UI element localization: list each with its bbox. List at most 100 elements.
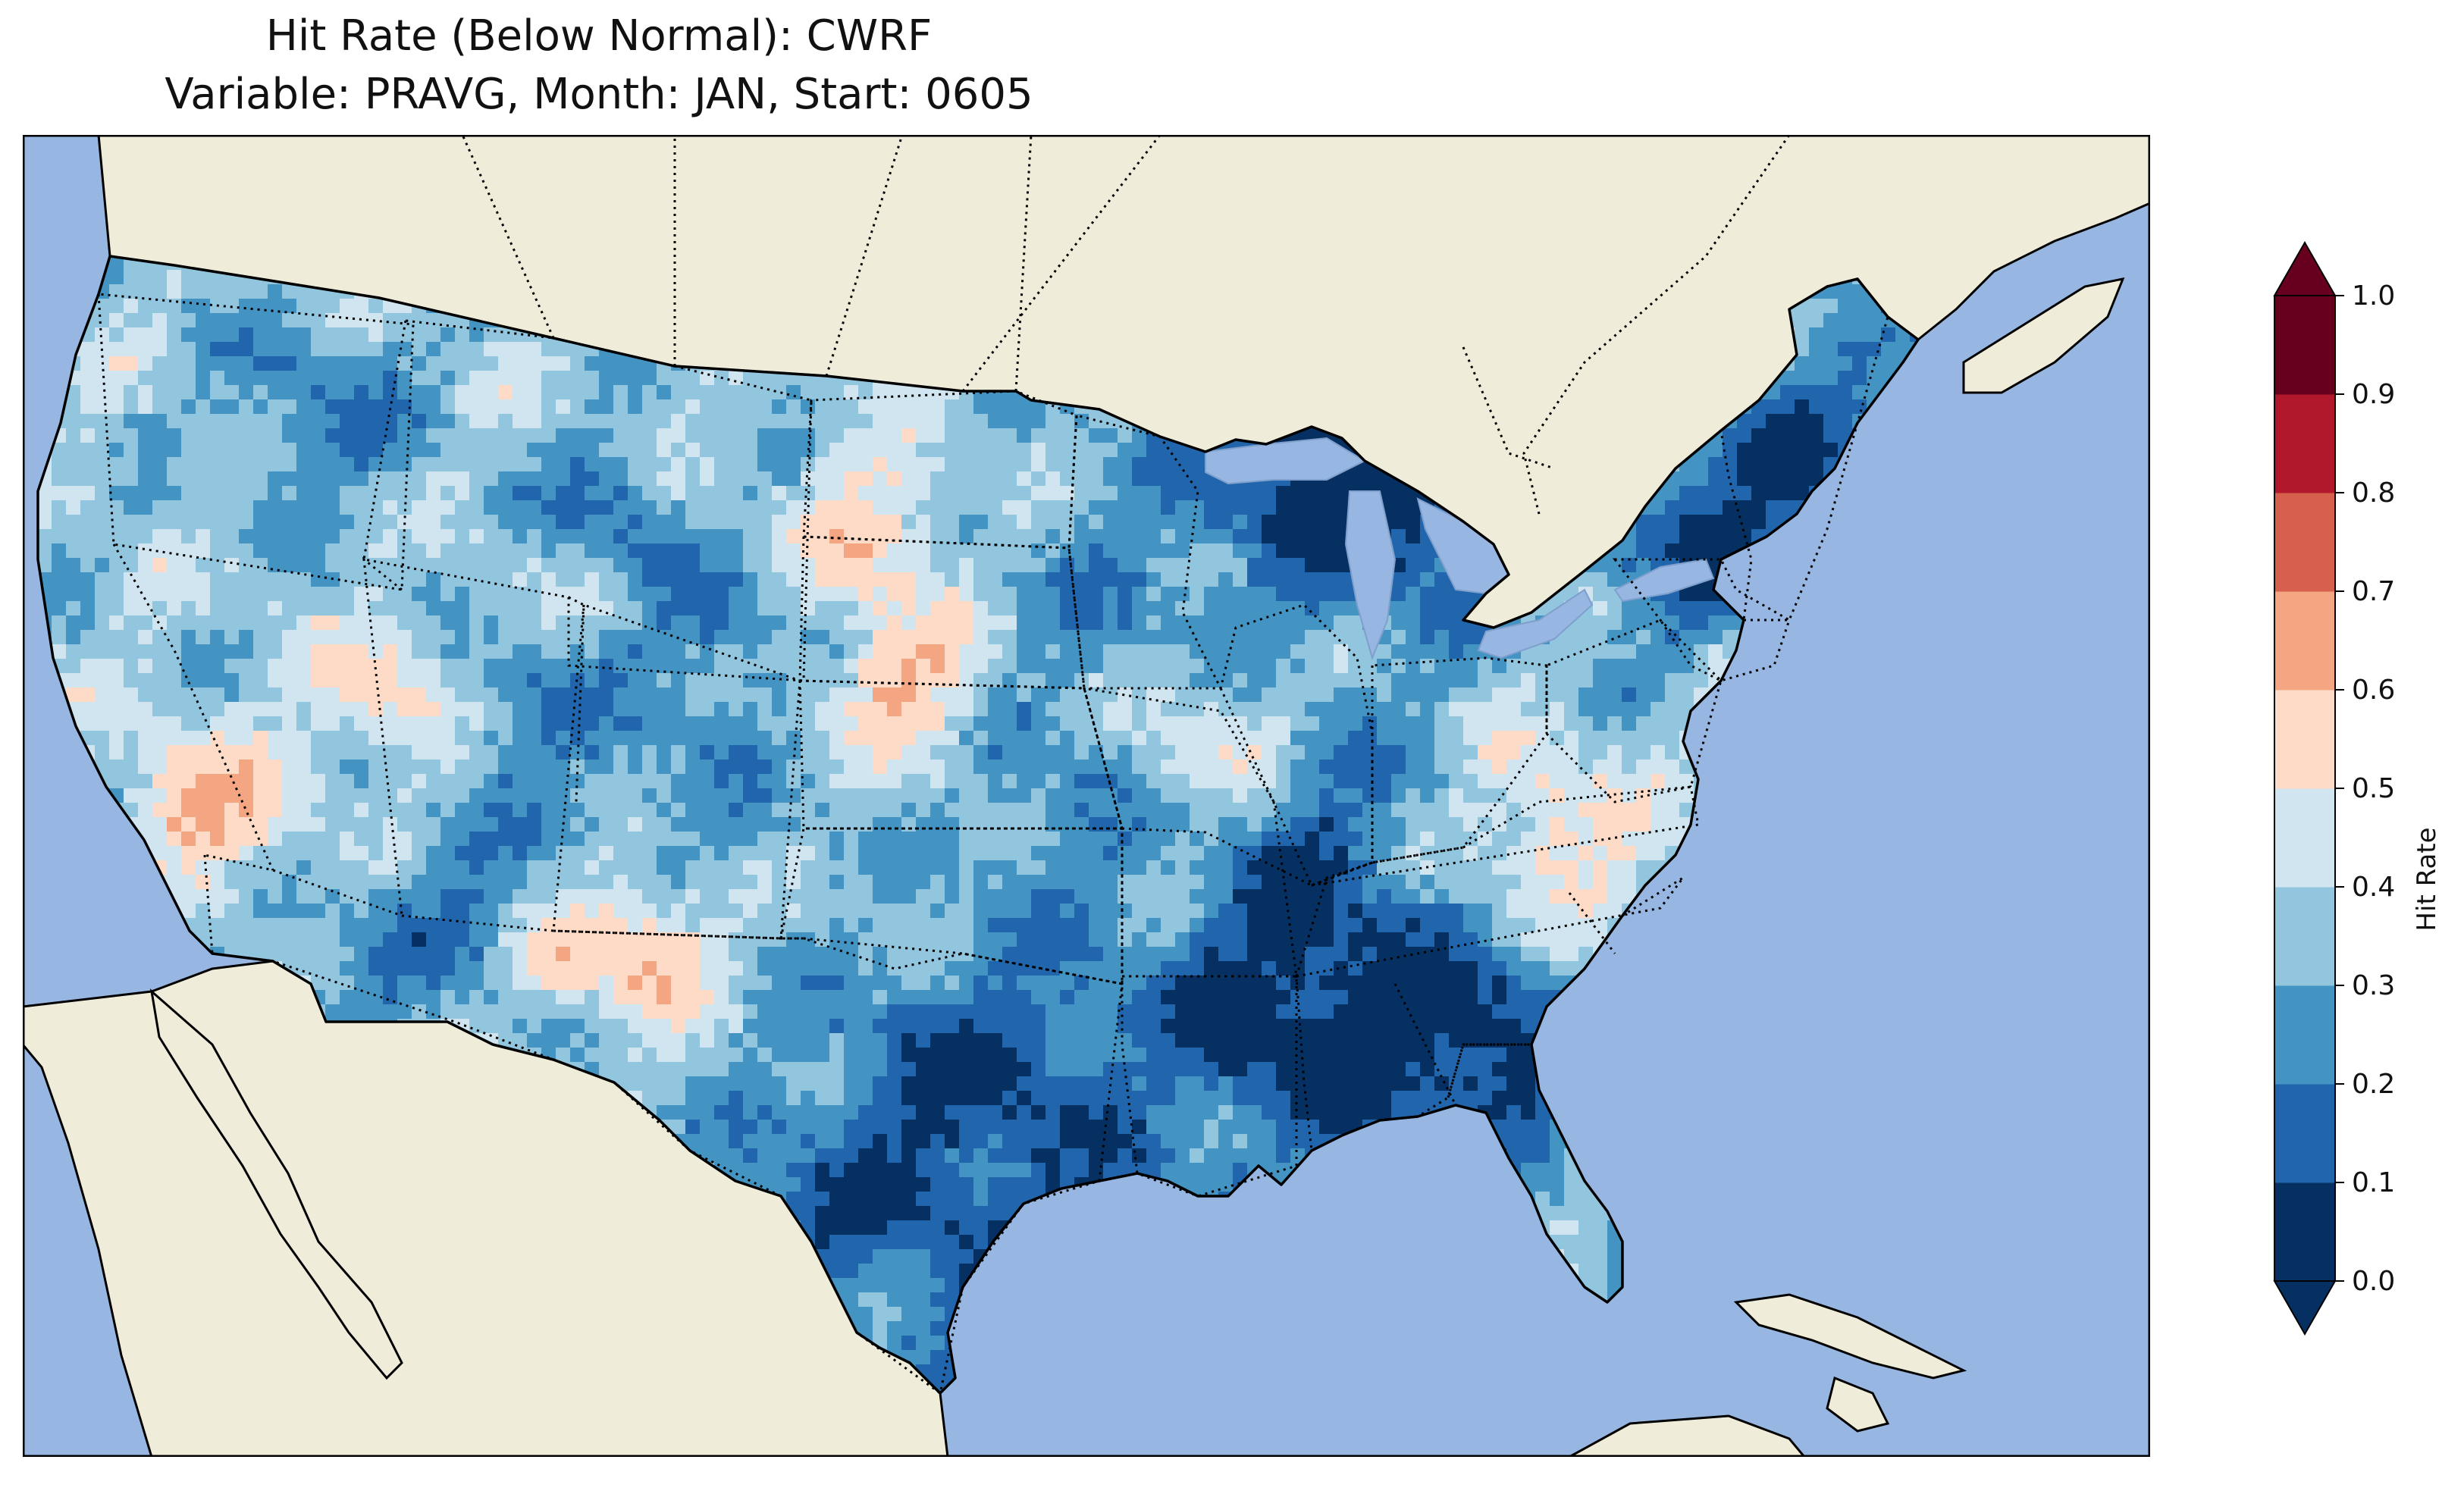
grid-cell [455, 774, 470, 789]
grid-cell [426, 457, 441, 472]
grid-cell [325, 745, 340, 760]
grid-cell [296, 529, 312, 544]
grid-cell [1002, 745, 1017, 760]
grid-cell [325, 356, 340, 371]
grid-cell [1780, 428, 1795, 443]
grid-cell [786, 731, 801, 746]
grid-cell [657, 428, 672, 443]
grid-cell [714, 500, 729, 515]
grid-cell [513, 687, 528, 703]
grid-cell [196, 630, 211, 645]
grid-cell [700, 644, 715, 659]
grid-cell [181, 716, 196, 731]
grid-cell [772, 731, 787, 746]
grid-cell [1017, 615, 1032, 631]
grid-cell [66, 486, 81, 501]
grid-cell [801, 774, 816, 789]
grid-cell [181, 529, 196, 544]
grid-cell [527, 428, 542, 443]
grid-cell [469, 486, 484, 501]
grid-cell [556, 414, 571, 429]
grid-cell [1060, 500, 1075, 515]
grid-cell [167, 673, 182, 688]
grid-cell [311, 673, 326, 688]
grid-cell [743, 745, 758, 760]
grid-cell [1132, 543, 1147, 559]
grid-cell [1233, 587, 1248, 602]
grid-cell [556, 457, 571, 472]
grid-cell [167, 630, 182, 645]
grid-cell [714, 515, 729, 530]
grid-cell [1247, 702, 1262, 717]
grid-cell [916, 659, 931, 674]
grid-cell [311, 399, 326, 415]
grid-cell [743, 659, 758, 674]
chart-subtitle: Variable: PRAVG, Month: JAN, Start: 0605 [165, 70, 1033, 119]
grid-cell [397, 356, 412, 371]
grid-cell [527, 356, 542, 371]
grid-cell [1089, 587, 1104, 602]
grid-cell [1305, 630, 1320, 645]
grid-cell [224, 543, 240, 559]
grid-cell [354, 659, 369, 674]
grid-cell [1118, 500, 1133, 515]
grid-cell [829, 515, 845, 530]
grid-cell [1045, 644, 1061, 659]
grid-cell [1031, 515, 1046, 530]
grid-cell [714, 399, 729, 415]
grid-cell [397, 659, 412, 674]
grid-cell [1089, 630, 1104, 645]
grid-cell [685, 774, 701, 789]
grid-cell [1161, 601, 1176, 616]
grid-cell [138, 284, 153, 299]
grid-cell [1478, 687, 1493, 703]
grid-cell [1449, 745, 1464, 760]
grid-cell [224, 659, 240, 674]
grid-cell [282, 615, 297, 631]
grid-cell [469, 731, 484, 746]
grid-cell [1434, 673, 1450, 688]
grid-cell [196, 615, 211, 631]
grid-cell [829, 385, 845, 400]
grid-cell [613, 486, 629, 501]
grid-cell [484, 760, 499, 775]
grid-cell [253, 486, 268, 501]
grid-cell [973, 500, 989, 515]
grid-cell [383, 457, 398, 472]
grid-cell [613, 630, 629, 645]
grid-cell [124, 399, 139, 415]
grid-cell [224, 457, 240, 472]
grid-cell [1406, 630, 1421, 645]
grid-cell [671, 371, 686, 386]
grid-cell [858, 630, 873, 645]
grid-cell [1262, 572, 1277, 587]
grid-cell [1766, 515, 1781, 530]
grid-cell [729, 371, 744, 386]
grid-cell [700, 543, 715, 559]
grid-cell [210, 284, 225, 299]
grid-cell [282, 572, 297, 587]
grid-cell [1146, 529, 1161, 544]
grid-cell [340, 428, 355, 443]
grid-cell [729, 572, 744, 587]
grid-cell [858, 716, 873, 731]
grid-cell [152, 313, 168, 328]
grid-cell [1420, 702, 1435, 717]
grid-cell [109, 630, 124, 645]
grid-cell [167, 457, 182, 472]
grid-cell [772, 644, 787, 659]
grid-cell [455, 673, 470, 688]
grid-cell [1434, 572, 1450, 587]
grid-cell [1795, 371, 1810, 386]
grid-cell [585, 615, 600, 631]
grid-cell [152, 630, 168, 645]
grid-cell [1305, 716, 1320, 731]
grid-cell [570, 471, 585, 487]
grid-cell [138, 371, 153, 386]
grid-cell [513, 428, 528, 443]
grid-cell [873, 731, 888, 746]
grid-cell [1550, 760, 1565, 775]
grid-cell [440, 327, 456, 343]
grid-cell [1161, 529, 1176, 544]
grid-cell [181, 702, 196, 717]
